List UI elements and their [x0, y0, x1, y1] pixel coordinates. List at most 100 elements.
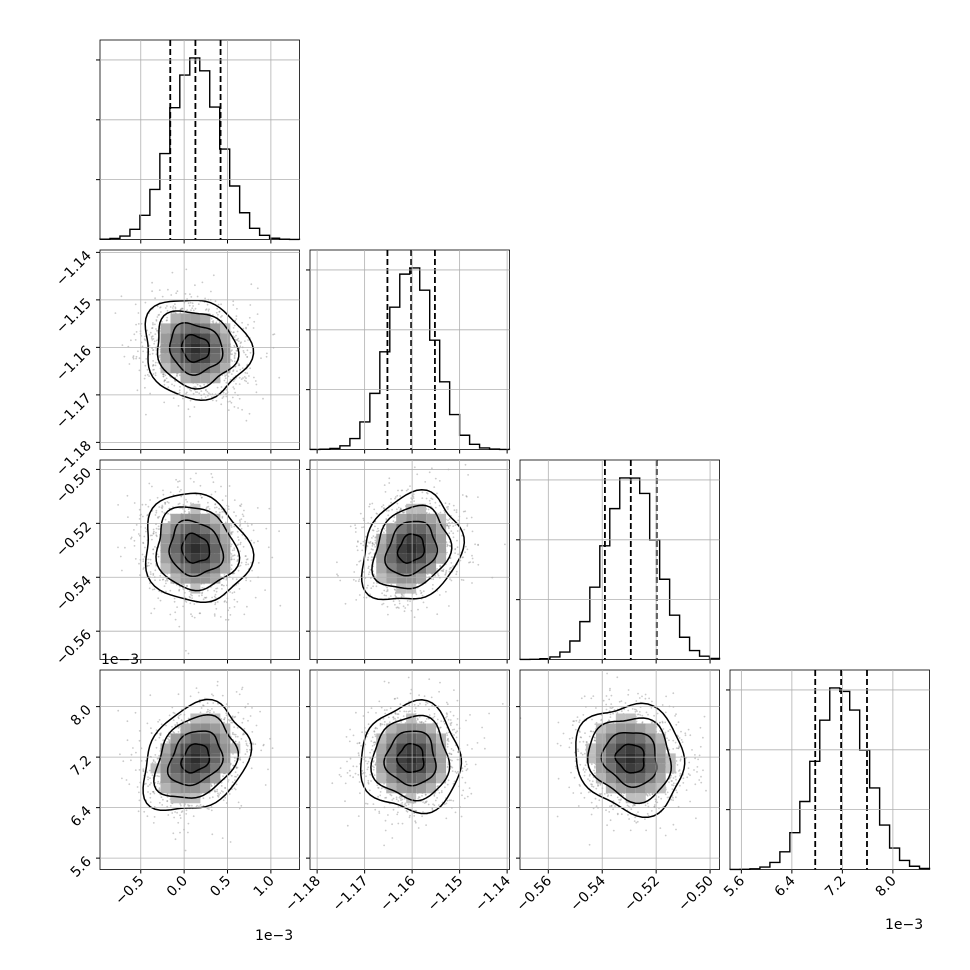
- density-cell: [200, 783, 211, 794]
- density-cell: [396, 743, 407, 754]
- density-contour: [168, 322, 224, 376]
- density-cell: [210, 753, 221, 764]
- density-contour: [144, 492, 255, 604]
- density-cell: [210, 353, 221, 364]
- density-cell: [426, 543, 437, 554]
- density-cell: [220, 363, 231, 374]
- density-cell: [210, 343, 221, 354]
- panel-frame: [519, 459, 720, 660]
- density-cell: [655, 733, 666, 744]
- density-cell: [625, 743, 636, 754]
- x-tick-label: 0.5: [207, 873, 234, 900]
- density-cell: [190, 763, 201, 774]
- density-cell: [200, 723, 211, 734]
- x-tick-label: 1.0: [251, 873, 278, 900]
- density-cell: [160, 753, 171, 764]
- density-cell: [180, 563, 191, 574]
- density-cell: [436, 543, 447, 554]
- x-tick-label: −1.14: [472, 873, 514, 915]
- density-cell: [190, 533, 201, 544]
- density-cell: [655, 773, 666, 784]
- density-cell: [396, 733, 407, 744]
- density-cell: [376, 773, 387, 784]
- density-cell: [635, 793, 646, 804]
- density-cell: [210, 713, 221, 724]
- histogram-panel: [729, 669, 931, 871]
- density-cell: [210, 363, 221, 374]
- density-cell: [200, 573, 211, 584]
- y-tick-label: 7.2: [68, 753, 95, 780]
- density-cell: [160, 553, 171, 564]
- panel-frame: [99, 249, 300, 450]
- density-cell: [426, 763, 437, 774]
- density-cell: [190, 743, 201, 754]
- density-cell: [160, 563, 171, 574]
- density-cell: [406, 793, 417, 804]
- density-cell: [200, 313, 211, 324]
- density-cell: [190, 353, 201, 364]
- density-cell: [625, 783, 636, 794]
- density-cell: [170, 353, 181, 364]
- x-offset-label-p3: 1e−3: [885, 917, 923, 933]
- density-contour: [384, 520, 439, 577]
- density-cell: [210, 523, 221, 534]
- density-cell: [655, 743, 666, 754]
- density-cell: [180, 353, 191, 364]
- density-cell: [406, 573, 417, 584]
- histogram-step-line: [99, 57, 301, 241]
- histogram-step-line: [519, 477, 721, 661]
- density-cell: [416, 773, 427, 784]
- density-cell: [645, 763, 656, 774]
- density-cell: [180, 513, 191, 524]
- histogram-panel: [519, 459, 721, 661]
- density-cell: [426, 723, 437, 734]
- density-cell: [190, 573, 201, 584]
- density-cell: [386, 743, 397, 754]
- x-tick-label: 5.6: [721, 873, 748, 900]
- density-cell: [200, 563, 211, 574]
- density-cell: [180, 783, 191, 794]
- density-contour: [156, 310, 240, 390]
- density-cell: [210, 333, 221, 344]
- density-cell: [426, 743, 437, 754]
- histogram-panel: [309, 249, 511, 451]
- density-cell: [160, 783, 171, 794]
- panel-frame: [99, 459, 300, 660]
- density-contour: [396, 533, 426, 564]
- density-cell: [406, 513, 417, 524]
- density-cell: [615, 713, 626, 724]
- y-tick-label: 5.6: [68, 854, 95, 881]
- scatter-panel: [309, 669, 510, 870]
- density-contour: [153, 714, 240, 799]
- density-cell: [210, 513, 221, 524]
- density-cell: [615, 723, 626, 734]
- density-cell: [426, 553, 437, 564]
- density-cell: [190, 523, 201, 534]
- scatter-panel: [519, 669, 720, 870]
- density-cell: [210, 743, 221, 754]
- density-cell: [625, 763, 636, 774]
- density-cell: [416, 763, 427, 774]
- scatter-panel: [99, 669, 300, 870]
- density-cell: [406, 523, 417, 534]
- density-cell: [595, 743, 606, 754]
- density-cell: [406, 723, 417, 734]
- density-cell: [170, 763, 181, 774]
- density-cell: [396, 723, 407, 734]
- density-contour: [180, 532, 211, 564]
- density-cell: [416, 503, 427, 514]
- scatter-panel: [99, 459, 300, 660]
- density-cell: [595, 773, 606, 784]
- density-cell: [160, 333, 171, 344]
- density-cell: [190, 333, 201, 344]
- density-cell: [170, 733, 181, 744]
- density-cell: [416, 523, 427, 534]
- density-cell: [180, 763, 191, 774]
- density-cell: [190, 783, 201, 794]
- density-cell: [416, 753, 427, 764]
- density-cell: [376, 753, 387, 764]
- density-contour: [396, 742, 425, 774]
- density-cell: [190, 723, 201, 734]
- density-cell: [170, 563, 181, 574]
